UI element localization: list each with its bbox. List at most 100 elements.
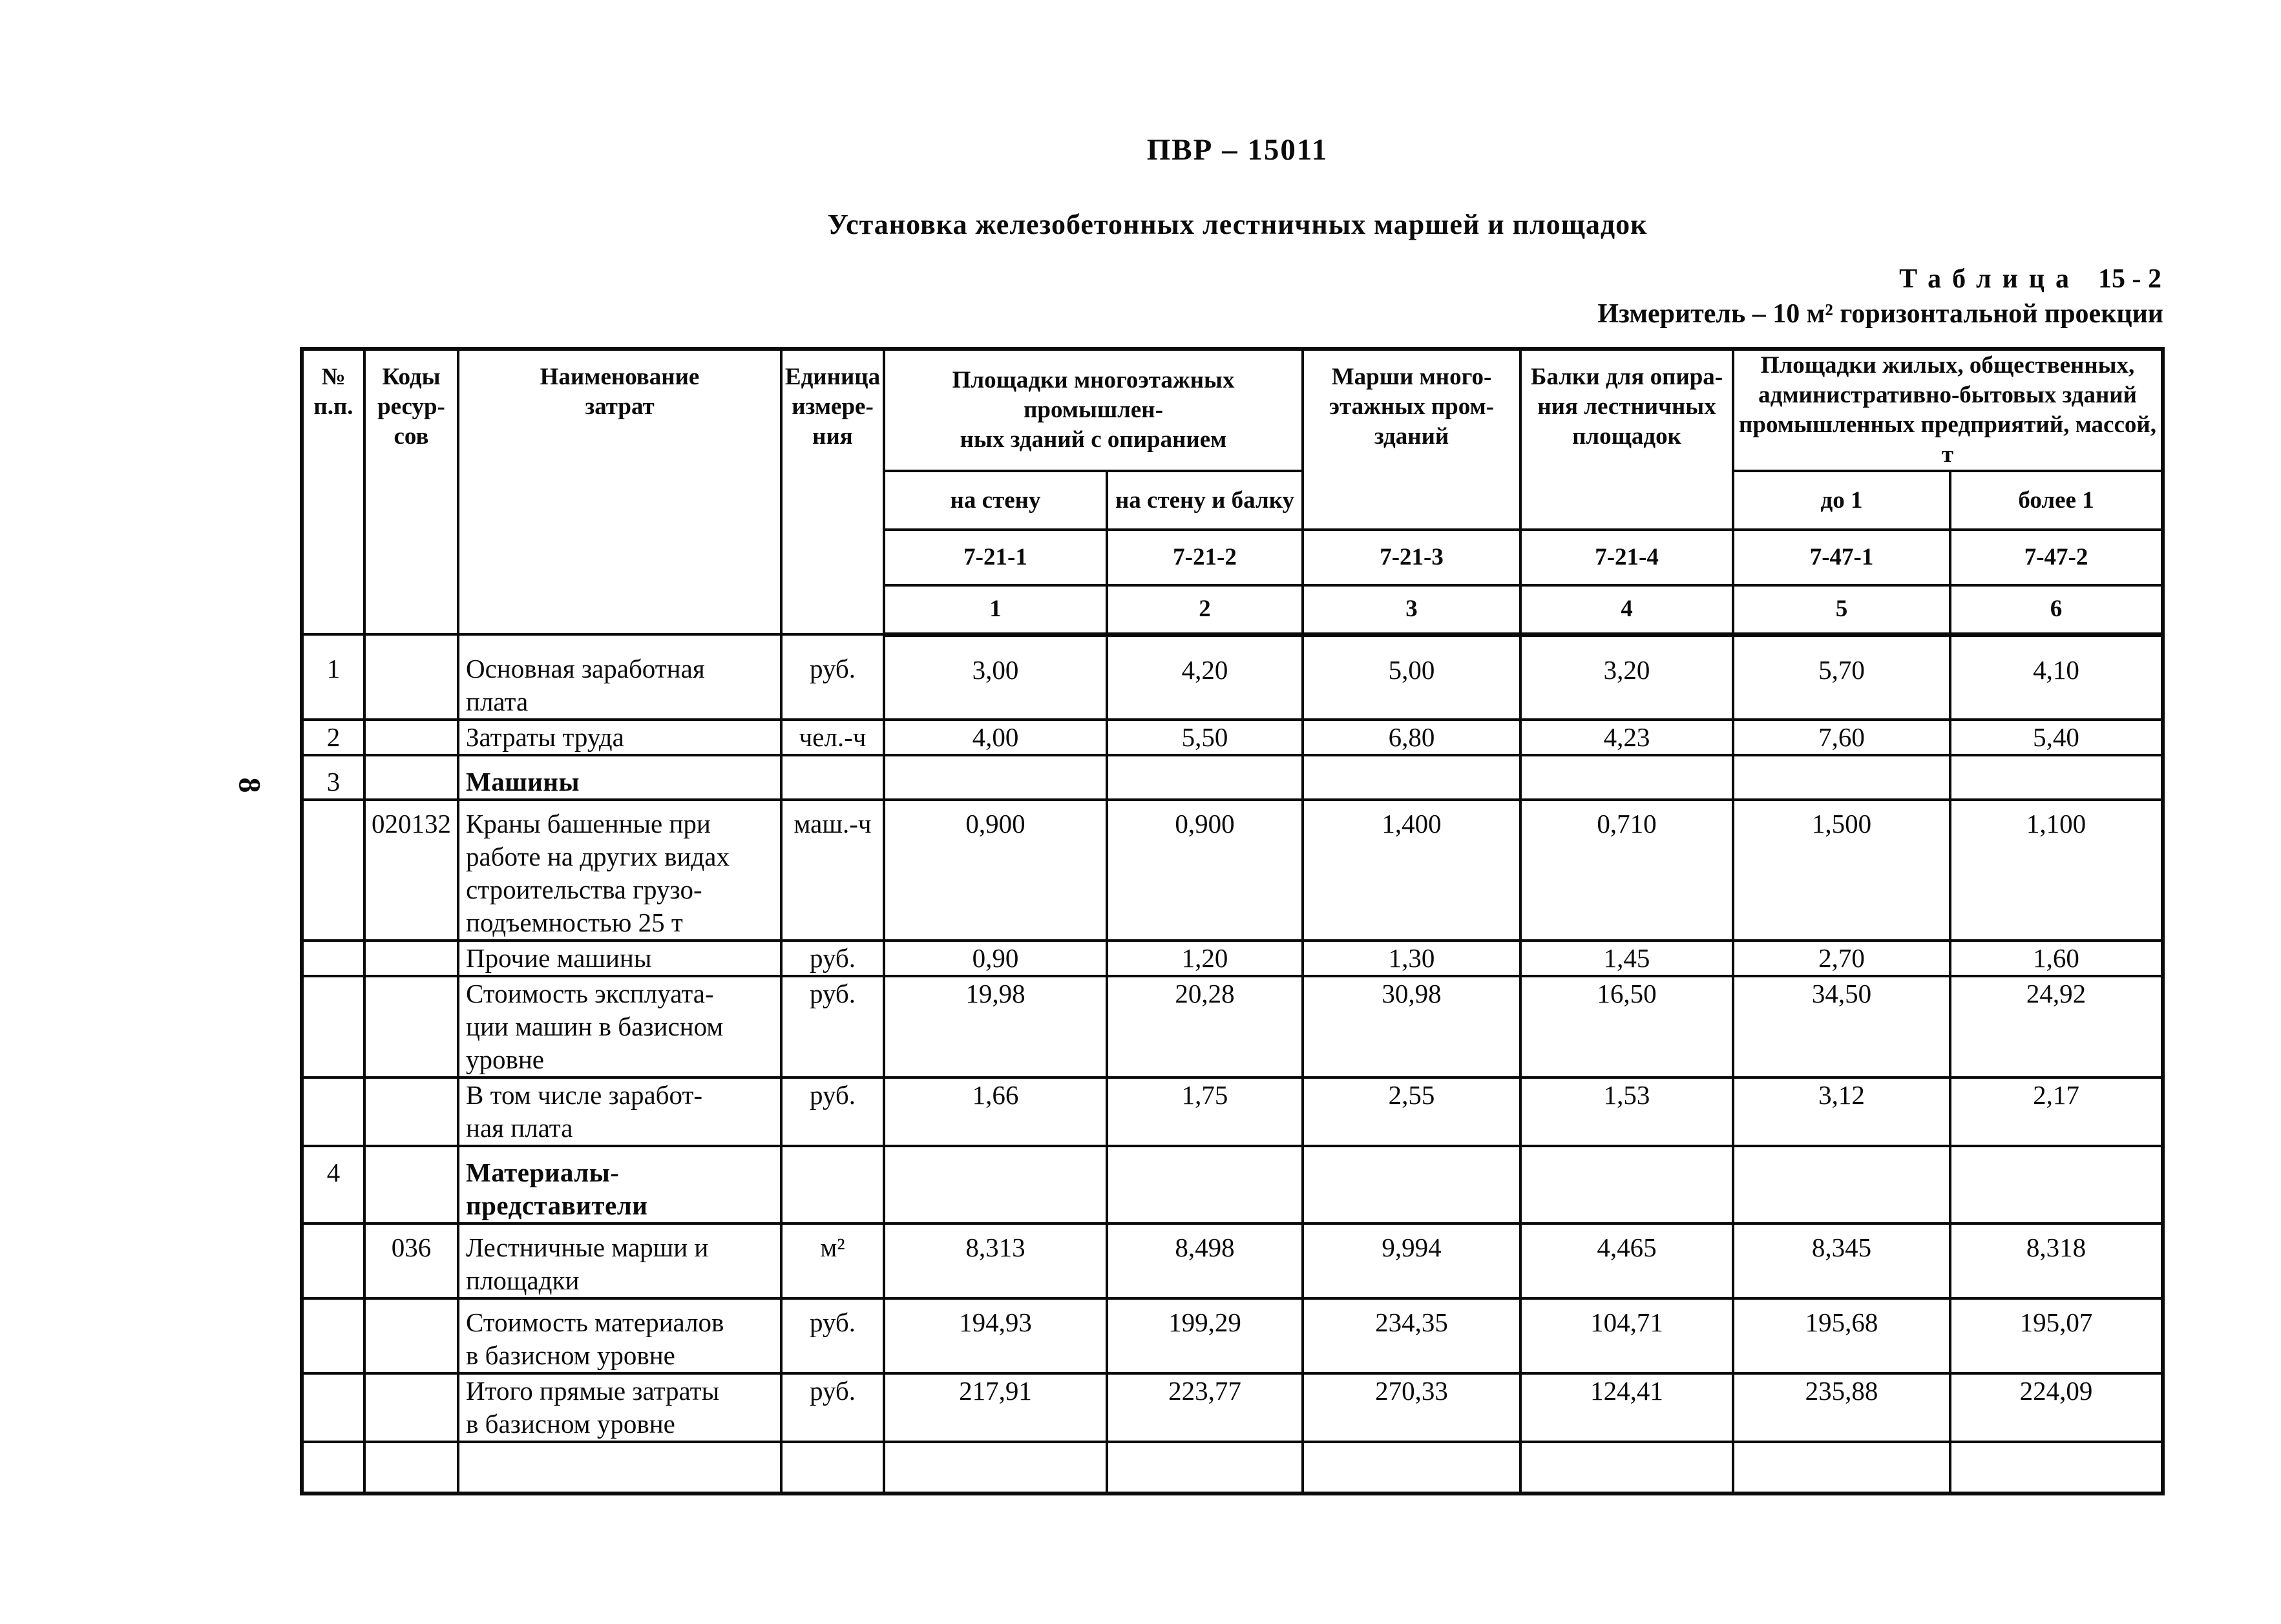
row-number-cell: 1 — [300, 633, 366, 721]
spacer-cell — [1301, 1441, 1522, 1495]
resource-code-cell — [363, 1297, 459, 1375]
row-number-cell — [300, 1076, 366, 1147]
value-cell: 34,50 — [1732, 975, 1952, 1079]
spacer-cell — [457, 1441, 783, 1495]
table-section-row: 3 Машины — [300, 754, 2165, 801]
header-code-cell: 7-47-1 — [1732, 528, 1952, 587]
value-cell: 3,12 — [1732, 1076, 1952, 1147]
value-cell — [1301, 1145, 1522, 1225]
row-number-cell: 4 — [300, 1145, 366, 1225]
value-cell: 20,28 — [1105, 975, 1305, 1079]
spacer-cell — [300, 1441, 366, 1495]
unit-cell — [780, 754, 885, 801]
header-colnum-cell: 2 — [1105, 584, 1305, 637]
header-group-beams: Балки для опира- ния лестничных площадок — [1519, 348, 1735, 531]
header-group-industrial-platforms: Площадки многоэтажных промышлен- ных зда… — [882, 348, 1305, 472]
header-colnum-cell: 3 — [1301, 584, 1522, 637]
header-colnum-cell: 6 — [1949, 584, 2165, 637]
resource-code-cell — [363, 1372, 459, 1443]
table-row: 036 Лестничные марши и площадки м² 8,313… — [300, 1222, 2165, 1300]
cost-name-cell: Основная заработная плата — [457, 633, 783, 721]
table-row: Стоимость материалов в базисном уровне р… — [300, 1297, 2165, 1375]
header-code-cell: 7-21-1 — [883, 528, 1108, 587]
value-cell: 1,66 — [883, 1076, 1108, 1147]
row-number-cell — [300, 1222, 366, 1300]
table-caption-number: 15 - 2 — [2098, 264, 2161, 294]
value-cell: 8,498 — [1105, 1222, 1305, 1300]
header-cell-unit: Единица измере- ния — [780, 348, 885, 636]
resource-code-cell — [363, 754, 459, 801]
value-cell: 1,53 — [1519, 1076, 1735, 1147]
header-cell-resource-codes: Коды ресур- сов — [363, 348, 459, 636]
value-cell: 3,00 — [883, 633, 1108, 721]
header-cell-row-number: № п.п. — [300, 348, 366, 636]
page-number: 8 — [232, 777, 267, 793]
value-cell: 19,98 — [883, 975, 1108, 1079]
value-cell: 1,75 — [1105, 1076, 1305, 1147]
value-cell — [1732, 754, 1952, 801]
table-body: 1 Основная заработная плата руб. 3,00 4,… — [300, 633, 2165, 1495]
value-cell: 223,77 — [1105, 1372, 1305, 1443]
row-number-cell — [300, 1372, 366, 1443]
header-cell-cost-name: Наименование затрат — [457, 348, 783, 636]
value-cell: 2,70 — [1732, 939, 1952, 977]
header-sub-on-wall-and-beam: на стену и балку — [1105, 470, 1305, 531]
spacer-cell — [780, 1441, 885, 1495]
table-caption: Таблица 15 - 2 — [1899, 264, 2161, 295]
row-number-cell — [300, 939, 366, 977]
cost-name-cell: Стоимость эксплуата- ции машин в базисно… — [457, 975, 783, 1079]
value-cell: 217,91 — [883, 1372, 1108, 1443]
value-cell: 234,35 — [1301, 1297, 1522, 1375]
value-cell — [1519, 754, 1735, 801]
value-cell: 4,20 — [1105, 633, 1305, 721]
value-cell: 24,92 — [1949, 975, 2165, 1079]
resource-code-cell: 020132 — [363, 798, 459, 942]
spacer-cell — [883, 1441, 1108, 1495]
value-cell: 194,93 — [883, 1297, 1108, 1375]
header-colnum-cell: 5 — [1732, 584, 1952, 637]
value-cell: 1,30 — [1301, 939, 1522, 977]
header-code-cell: 7-21-3 — [1301, 528, 1522, 587]
cost-name-cell: Материалы-представители — [457, 1145, 783, 1225]
value-cell: 8,318 — [1949, 1222, 2165, 1300]
value-cell: 4,465 — [1519, 1222, 1735, 1300]
measure-note: Измеритель – 10 м² горизонтальной проекц… — [1597, 299, 2163, 329]
value-cell: 30,98 — [1301, 975, 1522, 1079]
value-cell — [1105, 754, 1305, 801]
header-colnum-cell: 1 — [883, 584, 1108, 637]
unit-cell: руб. — [780, 939, 885, 977]
table-row: 1 Основная заработная плата руб. 3,00 4,… — [300, 633, 2165, 721]
value-cell: 9,994 — [1301, 1222, 1522, 1300]
value-cell: 5,70 — [1732, 633, 1952, 721]
cost-name-cell: Машины — [457, 754, 783, 801]
header-colnum-cell: 4 — [1519, 584, 1735, 637]
cost-name-cell: Прочие машины — [457, 939, 783, 977]
value-cell: 6,80 — [1301, 718, 1522, 756]
value-cell: 270,33 — [1301, 1372, 1522, 1443]
value-cell: 2,17 — [1949, 1076, 2165, 1147]
table-row: В том числе заработ- ная плата руб. 1,66… — [300, 1076, 2165, 1147]
header-codes-row: 7-21-1 7-21-2 7-21-3 7-21-4 7-47-1 7-47-… — [302, 528, 2165, 587]
resource-code-cell — [363, 633, 459, 721]
resource-code-cell — [363, 1145, 459, 1225]
unit-cell: маш.-ч — [780, 798, 885, 942]
row-number-cell: 3 — [300, 754, 366, 801]
value-cell: 1,20 — [1105, 939, 1305, 977]
doc-title: Установка железобетонных лестничных марш… — [827, 209, 1648, 240]
value-cell: 1,100 — [1949, 798, 2165, 942]
unit-cell: руб. — [780, 1297, 885, 1375]
table-caption-word: Таблица — [1899, 264, 2080, 294]
value-cell: 124,41 — [1519, 1372, 1735, 1443]
value-cell: 7,60 — [1732, 718, 1952, 756]
unit-cell: руб. — [780, 633, 885, 721]
value-cell: 199,29 — [1105, 1297, 1305, 1375]
header-sub-up-to-1: до 1 — [1732, 470, 1952, 531]
cost-name-cell: Затраты труда — [457, 718, 783, 756]
resource-code-cell: 036 — [363, 1222, 459, 1300]
cost-name-cell: Итого прямые затраты в базисном уровне — [457, 1372, 783, 1443]
resource-code-cell — [363, 975, 459, 1079]
unit-cell: чел.-ч — [780, 718, 885, 756]
unit-cell: м² — [780, 1222, 885, 1300]
table-row: 2 Затраты труда чел.-ч 4,00 5,50 6,80 4,… — [300, 718, 2165, 756]
value-cell: 195,68 — [1732, 1297, 1952, 1375]
